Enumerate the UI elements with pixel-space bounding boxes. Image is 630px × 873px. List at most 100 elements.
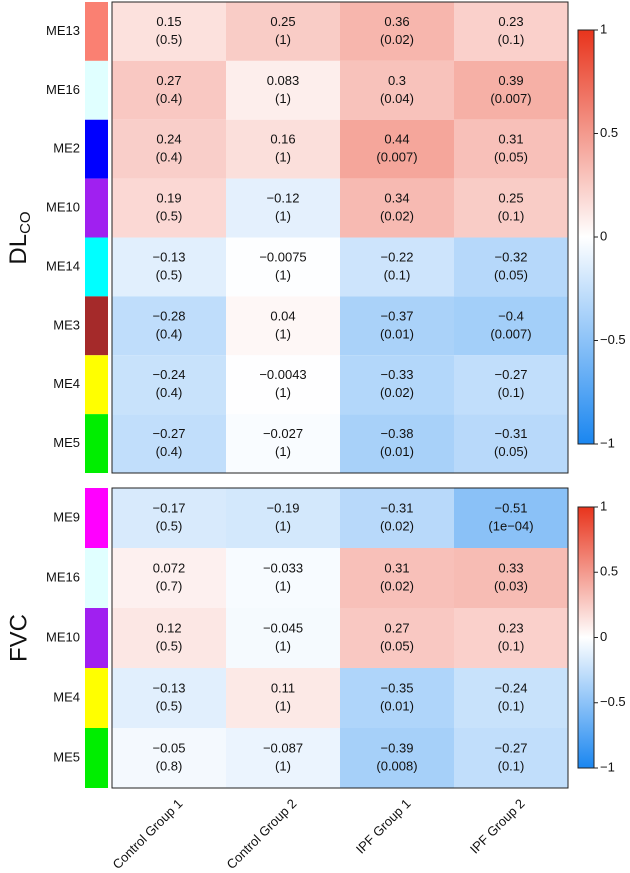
cell-value: 0.27 xyxy=(384,620,409,635)
cell-value: 0.23 xyxy=(498,620,523,635)
heat-cell xyxy=(340,60,454,120)
y-axis-label: DLCO xyxy=(5,211,34,264)
cell-p-value: (0.03) xyxy=(494,578,528,593)
heat-cell xyxy=(112,548,226,608)
heat-cell xyxy=(226,608,340,668)
cell-p-value: (1) xyxy=(275,758,291,773)
cell-value: −0.32 xyxy=(495,249,528,264)
cell-value: 0.15 xyxy=(156,14,181,29)
cell-value: −0.17 xyxy=(153,500,186,515)
cell-p-value: (0.02) xyxy=(380,209,414,224)
heat-cell xyxy=(454,237,568,297)
colorbar-tick-label: 1 xyxy=(600,498,607,513)
module-color xyxy=(85,728,108,788)
heat-cell xyxy=(112,60,226,120)
heat-cell xyxy=(340,488,454,548)
heat-cell xyxy=(112,296,226,356)
heat-cell xyxy=(454,414,568,473)
cell-value: 0.36 xyxy=(384,14,409,29)
heat-cell xyxy=(340,296,454,356)
row-label: ME4 xyxy=(53,376,80,391)
cell-value: −0.37 xyxy=(381,308,414,323)
heat-cell xyxy=(340,237,454,297)
row-label: ME10 xyxy=(46,200,80,215)
heat-cell xyxy=(112,2,226,61)
heat-cell xyxy=(226,60,340,120)
cell-value: 0.12 xyxy=(156,620,181,635)
cell-p-value: (0.1) xyxy=(498,32,525,47)
heat-cell xyxy=(454,488,568,548)
cell-p-value: (0.007) xyxy=(490,91,531,106)
cell-p-value: (0.1) xyxy=(498,638,525,653)
cell-p-value: (0.5) xyxy=(156,518,183,533)
cell-p-value: (0.4) xyxy=(156,91,183,106)
cell-p-value: (1) xyxy=(275,150,291,165)
row-label: ME5 xyxy=(53,435,80,450)
colorbar-tick-label: 0.5 xyxy=(600,125,618,140)
cell-p-value: (0.1) xyxy=(498,698,525,713)
cell-p-value: (0.02) xyxy=(380,518,414,533)
cell-value: 0.25 xyxy=(270,14,295,29)
cell-p-value: (1) xyxy=(275,638,291,653)
heatmap-frame xyxy=(111,487,569,789)
cell-p-value: (1) xyxy=(275,267,291,282)
heat-cell xyxy=(454,728,568,788)
cell-p-value: (0.1) xyxy=(498,385,525,400)
cell-value: 0.3 xyxy=(388,73,406,88)
cell-value: −0.033 xyxy=(263,560,303,575)
cell-value: −0.19 xyxy=(267,500,300,515)
cell-p-value: (0.4) xyxy=(156,326,183,341)
heat-cell xyxy=(454,60,568,120)
cell-p-value: (0.01) xyxy=(380,444,414,459)
heat-cell xyxy=(454,355,568,415)
module-color xyxy=(85,355,108,415)
cell-value: −0.0043 xyxy=(259,367,306,382)
module-color xyxy=(85,668,108,728)
y-label-main: DL xyxy=(5,234,32,265)
cell-value: −0.24 xyxy=(153,367,186,382)
row-label: ME13 xyxy=(46,23,80,38)
module-color xyxy=(85,296,108,356)
heat-cell xyxy=(112,414,226,473)
heat-cell xyxy=(340,355,454,415)
cell-p-value: (0.02) xyxy=(380,578,414,593)
cell-p-value: (1e−04) xyxy=(488,518,533,533)
cell-value: −0.045 xyxy=(263,620,303,635)
cell-p-value: (0.1) xyxy=(498,758,525,773)
cell-value: −0.31 xyxy=(495,426,528,441)
cell-p-value: (1) xyxy=(275,698,291,713)
heat-cell xyxy=(112,355,226,415)
cell-value: −0.51 xyxy=(495,500,528,515)
cell-p-value: (0.01) xyxy=(380,326,414,341)
heat-cell xyxy=(454,668,568,728)
heat-cell xyxy=(340,2,454,61)
cell-value: −0.087 xyxy=(263,740,303,755)
heat-cell xyxy=(454,608,568,668)
colorbar-tick-label: −1 xyxy=(600,759,615,774)
cell-value: −0.35 xyxy=(381,680,414,695)
module-color xyxy=(85,608,108,668)
row-label: ME2 xyxy=(53,141,80,156)
heatmap-frame xyxy=(111,1,569,474)
cell-value: −0.31 xyxy=(381,500,414,515)
cell-p-value: (1) xyxy=(275,385,291,400)
cell-p-value: (0.02) xyxy=(380,32,414,47)
heat-cell xyxy=(112,178,226,238)
cell-p-value: (0.05) xyxy=(494,444,528,459)
module-color xyxy=(85,237,108,297)
cell-value: −0.27 xyxy=(495,367,528,382)
cell-p-value: (0.8) xyxy=(156,758,183,773)
cell-p-value: (0.01) xyxy=(380,698,414,713)
cell-value: 0.23 xyxy=(498,14,523,29)
row-label: ME5 xyxy=(53,749,80,764)
row-label: ME3 xyxy=(53,317,80,332)
cell-p-value: (0.007) xyxy=(376,150,417,165)
cell-value: 0.25 xyxy=(498,191,523,206)
cell-p-value: (1) xyxy=(275,326,291,341)
y-label-sub: CO xyxy=(17,211,34,234)
cell-value: 0.04 xyxy=(270,308,295,323)
row-label: ME14 xyxy=(46,258,80,273)
colorbar-tick-label: −0.5 xyxy=(600,694,626,709)
